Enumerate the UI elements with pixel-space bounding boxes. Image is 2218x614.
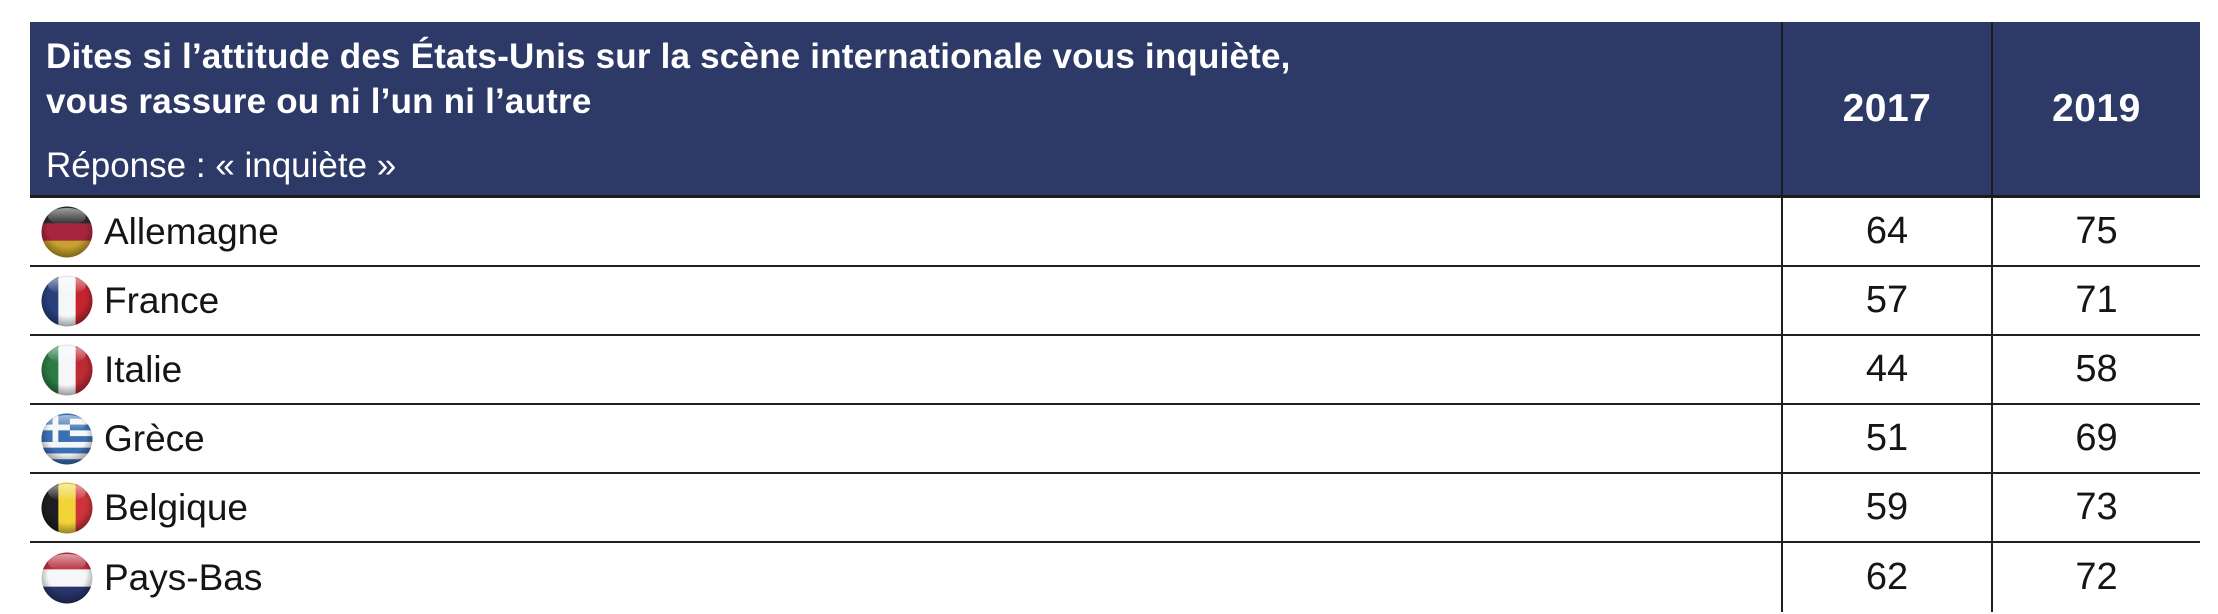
country-cell: Grèce bbox=[30, 405, 1781, 472]
question-title: Dites si l’attitude des États-Unis sur l… bbox=[46, 34, 1761, 124]
value-2019: 75 bbox=[1991, 198, 2200, 265]
table-body: Allemagne 64 75 France 57 71 bbox=[30, 198, 2200, 612]
table-row: Allemagne 64 75 bbox=[30, 198, 2200, 267]
value-2019: 69 bbox=[1991, 405, 2200, 472]
value-2017: 64 bbox=[1781, 198, 1991, 265]
flag-belgium-icon bbox=[41, 482, 93, 534]
question-subtitle: Réponse : « inquiète » bbox=[46, 146, 397, 185]
flag-greece-icon bbox=[41, 413, 93, 465]
country-label: France bbox=[104, 279, 220, 321]
country-cell: Pays-Bas bbox=[30, 543, 1781, 612]
country-label: Allemagne bbox=[104, 210, 279, 252]
country-cell: France bbox=[30, 267, 1781, 334]
column-header-2017: 2017 bbox=[1781, 22, 1991, 195]
flag-germany-icon bbox=[41, 206, 93, 258]
country-label: Italie bbox=[104, 348, 183, 390]
table-header-row: Dites si l’attitude des États-Unis sur l… bbox=[30, 22, 2200, 198]
value-2017: 59 bbox=[1781, 474, 1991, 541]
country-cell: Italie bbox=[30, 336, 1781, 403]
table-row: Grèce 51 69 bbox=[30, 405, 2200, 474]
value-2017: 62 bbox=[1781, 543, 1991, 612]
value-2017: 44 bbox=[1781, 336, 1991, 403]
country-label: Pays-Bas bbox=[104, 556, 263, 598]
column-header-2019: 2019 bbox=[1991, 22, 2200, 195]
value-2019: 72 bbox=[1991, 543, 2200, 612]
country-label: Grèce bbox=[104, 417, 205, 459]
poll-results-table: Dites si l’attitude des États-Unis sur l… bbox=[30, 22, 2200, 612]
flag-france-icon bbox=[41, 275, 93, 327]
country-cell: Allemagne bbox=[30, 198, 1781, 265]
question-line-2: vous rassure ou ni l’un ni l’autre bbox=[46, 82, 592, 121]
table-row: Italie 44 58 bbox=[30, 336, 2200, 405]
question-cell: Dites si l’attitude des États-Unis sur l… bbox=[30, 22, 1781, 195]
flag-netherlands-icon bbox=[41, 552, 93, 604]
value-2017: 57 bbox=[1781, 267, 1991, 334]
value-2019: 58 bbox=[1991, 336, 2200, 403]
country-cell: Belgique bbox=[30, 474, 1781, 541]
value-2017: 51 bbox=[1781, 405, 1991, 472]
value-2019: 71 bbox=[1991, 267, 2200, 334]
table-row: France 57 71 bbox=[30, 267, 2200, 336]
question-line-1: Dites si l’attitude des États-Unis sur l… bbox=[46, 37, 1291, 76]
country-label: Belgique bbox=[104, 486, 249, 528]
value-2019: 73 bbox=[1991, 474, 2200, 541]
table-row: Pays-Bas 62 72 bbox=[30, 543, 2200, 612]
table-row: Belgique 59 73 bbox=[30, 474, 2200, 543]
flag-italy-icon bbox=[41, 344, 93, 396]
